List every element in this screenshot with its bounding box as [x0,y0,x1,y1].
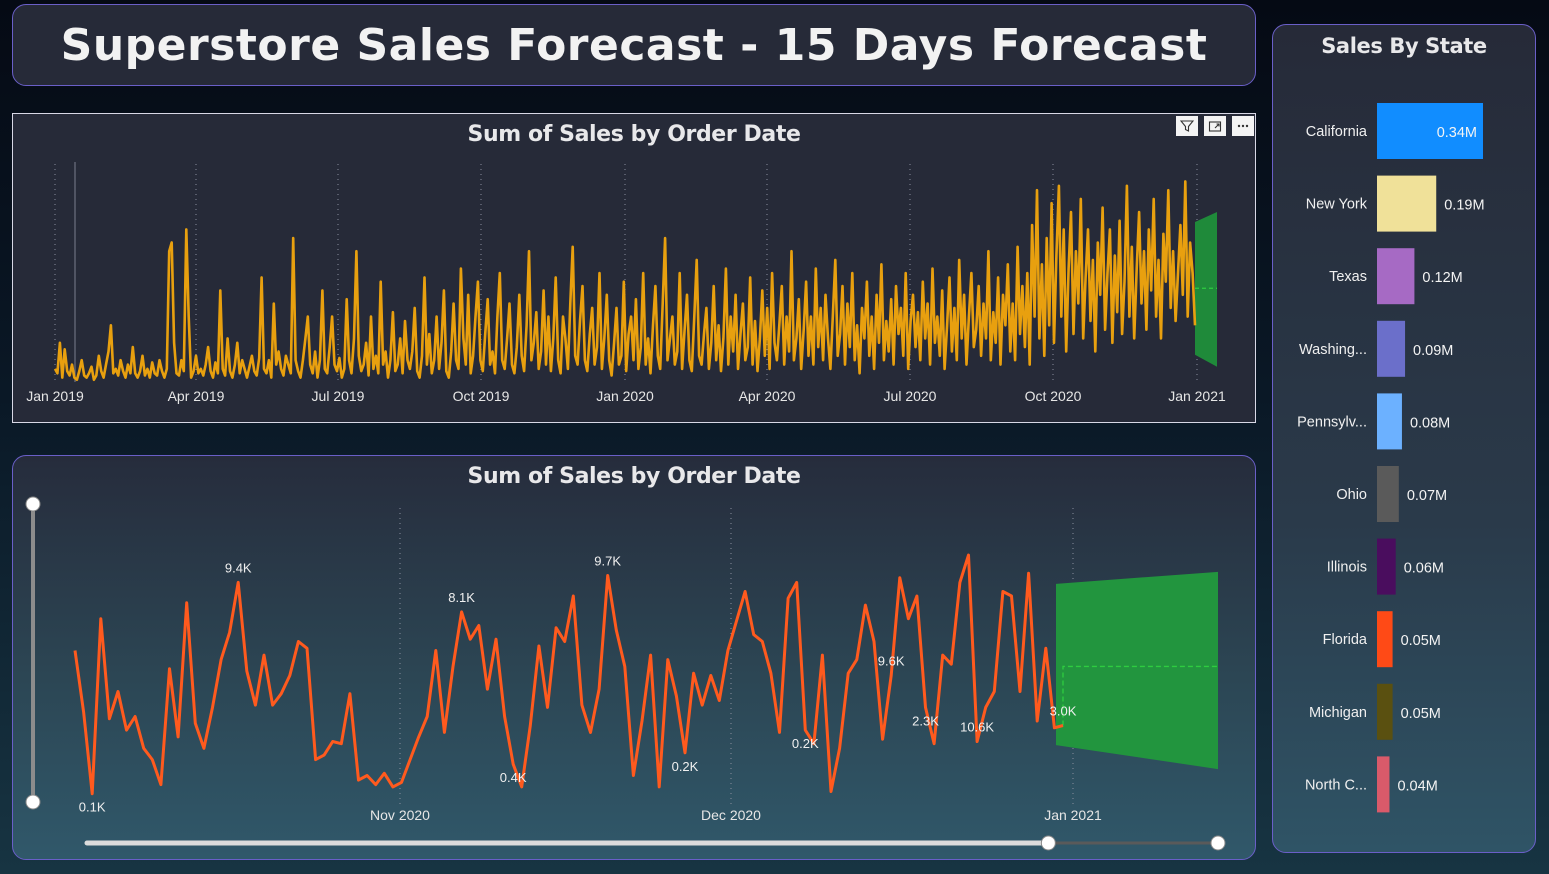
vertical-slider-handle-top[interactable] [25,496,41,512]
bottom-chart-forecast-line [1062,665,1218,726]
state-chart-plot: California 0.34M New York 0.19M Texas 0.12M Wa… [1297,103,1485,813]
state-value-label: 0.19M [1444,198,1484,214]
dashboard-title: Superstore Sales Forecast - 15 Days Fore… [60,19,1208,71]
state-bar[interactable] [1377,756,1390,813]
bottom-chart-data-label: 9.6K [878,654,905,669]
bottom-chart-data-label: 9.7K [594,554,621,569]
bottom-chart-data-label: 2.3K [912,713,939,728]
bottom-chart-forecast-band [1056,571,1218,770]
top-chart-series-line [53,180,1197,382]
range-slider-handle-left[interactable] [1040,835,1056,851]
top-chart-title: Sum of Sales by Order Date [467,122,801,147]
top-chart-x-tick: Jan 2019 [26,388,84,404]
state-value-label: 0.12M [1422,270,1462,286]
bottom-chart-data-label: 0.1K [79,800,106,815]
state-chart-title: Sales By State [1321,34,1487,58]
state-value-label: 0.07M [1407,488,1447,504]
top-chart-x-tick: Apr 2019 [168,388,225,404]
filter-icon[interactable] [1176,116,1198,136]
state-category-label: California [1306,124,1368,140]
state-category-label: Texas [1329,269,1367,285]
state-category-label: Ohio [1336,487,1367,503]
bottom-chart-data-label: 3.0K [1050,704,1077,719]
state-value-label: 0.09M [1413,343,1453,359]
top-chart-x-tick: Jan 2020 [596,388,654,404]
top-chart-forecast-band [1195,211,1217,367]
top-sales-chart[interactable]: Sum of Sales by Order Date Jan 2019 Apr 2… [12,113,1256,423]
state-bar[interactable] [1377,103,1483,159]
state-value-label: 0.08M [1410,415,1450,431]
state-value-label: 0.06M [1404,561,1444,577]
bottom-chart-title: Sum of Sales by Order Date [467,464,801,489]
state-category-label: Illinois [1327,560,1367,576]
bottom-chart-data-label: 9.4K [225,560,252,575]
state-value-label: 0.34M [1437,125,1477,141]
bottom-chart-data-label: 0.4K [500,770,527,785]
bottom-chart-x-tick: Nov 2020 [370,807,430,823]
sales-by-state-panel[interactable]: Sales By State California 0.34M New York 0.… [1272,24,1536,853]
state-value-label: 0.05M [1401,633,1441,649]
dashboard-title-box: Superstore Sales Forecast - 15 Days Fore… [12,4,1256,86]
top-chart-x-tick: Jul 2020 [884,388,937,404]
state-category-label: New York [1306,197,1368,213]
state-category-label: Pennsylv... [1297,414,1367,430]
vertical-slider-handle-bottom[interactable] [25,794,41,810]
bottom-chart-x-tick: Jan 2021 [1044,807,1102,823]
state-bar[interactable] [1377,683,1393,740]
bottom-chart-data-label: 0.2K [672,759,699,774]
bottom-chart-series-line [73,553,1064,796]
state-bar[interactable] [1377,320,1406,377]
bottom-chart-data-label: 8.1K [448,590,475,605]
state-bar[interactable] [1377,175,1437,232]
bottom-chart-x-tick: Dec 2020 [701,807,761,823]
more-options-icon[interactable] [1232,116,1254,136]
range-slider-handle-right[interactable] [1210,835,1226,851]
state-category-label: North C... [1305,777,1367,793]
bottom-sales-chart[interactable]: Sum of Sales by Order Date Nov 2020 Dec 2… [12,455,1256,860]
state-bar[interactable] [1377,611,1393,668]
state-value-label: 0.05M [1401,706,1441,722]
focus-mode-icon[interactable] [1204,116,1226,136]
bottom-chart-data-label: 10.6K [960,719,994,734]
state-category-label: Washing... [1299,342,1367,358]
state-bar[interactable] [1377,393,1402,450]
state-value-label: 0.04M [1397,778,1437,794]
top-chart-plot: Jan 2019 Apr 2019 Jul 2019 Oct 2019 Jan 2020… [26,162,1226,404]
state-category-label: Florida [1323,632,1368,648]
top-chart-x-tick: Jan 2021 [1168,388,1226,404]
top-chart-x-tick: Oct 2019 [453,388,510,404]
bottom-chart-data-label: 0.2K [792,736,819,751]
bottom-chart-plot: Nov 2020 Dec 2020 Jan 2021 9.4K 0.1K 8.1K 0.4K… [25,496,1226,851]
state-bar[interactable] [1377,538,1396,595]
state-bar[interactable] [1377,466,1399,522]
top-chart-x-tick: Apr 2020 [739,388,796,404]
state-bar[interactable] [1377,248,1415,305]
top-chart-x-tick: Jul 2019 [312,388,365,404]
state-category-label: Michigan [1309,705,1367,721]
top-chart-x-tick: Oct 2020 [1025,388,1082,404]
